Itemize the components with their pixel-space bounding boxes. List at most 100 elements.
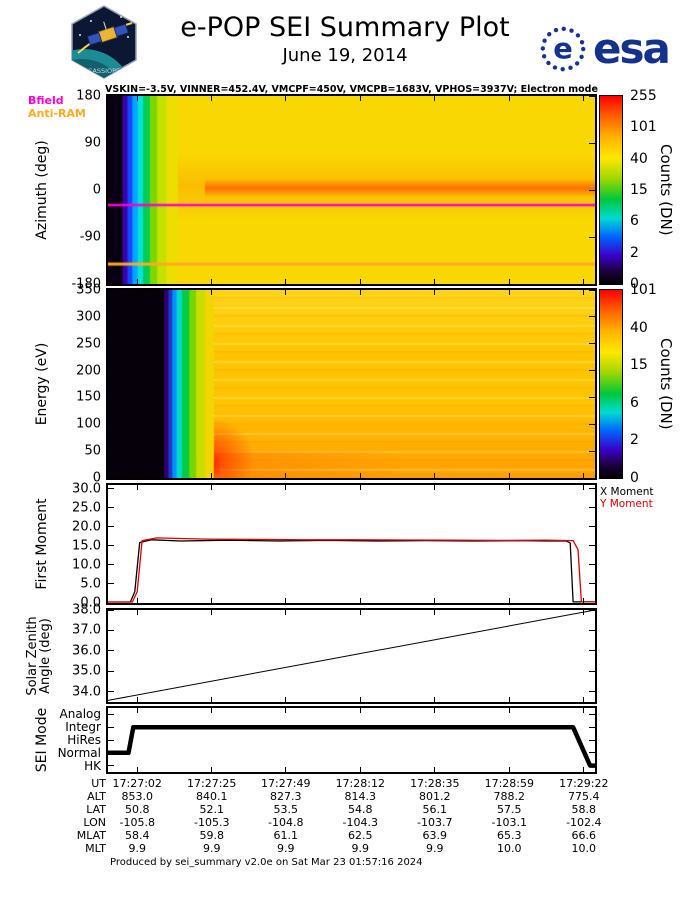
energy-colorbar-title: Counts (DN) [657,338,675,430]
overlay-line-legend: Bfield Anti-RAM [28,94,86,120]
ephemeris-value: 840.1 [195,790,228,803]
energy-colorbar-gradient [600,290,622,478]
y-tick-label: 15.0 [72,538,101,554]
ephemeris-row-lat: LAT 50.8 52.1 53.5 54.8 56.1 57.5 58.8 [0,803,695,816]
ephemeris-value: 9.9 [351,842,370,855]
solar-zenith-angle-line [108,610,595,701]
sei-mode-axis-label: SEI Mode [34,707,50,773]
azimuth-colorbar-title: Counts (DN) [657,144,675,236]
ephemeris-value: -104.8 [268,816,304,829]
ephemeris-value: 9.9 [128,842,146,855]
y-tick-label: Normal [57,745,101,760]
colorbar-tick-label: 0 [630,276,639,292]
sei-mode-ytick-labels: Analog Integr HiRes Normal HK [57,707,104,773]
azimuth-spectrogram-panel [106,94,597,286]
page-subtitle: June 19, 2014 [282,45,408,66]
colorbar-tick-label: 2 [630,432,639,449]
energy-ytick-labels: 350 300 250 200 150 100 50 0 [58,283,104,486]
solar-zenith-panel [106,608,597,704]
energy-heatmap-canvas [108,290,595,478]
solar-zenith-ytick-labels: 38.0 37.0 36.0 35.0 34.0 [58,603,104,702]
y-tick-label: Integr [65,720,101,735]
y-tick-label: 5.0 [80,576,101,592]
ephemeris-value: 10.0 [571,842,597,855]
patch-mission-name: CASSIOPE [88,67,120,75]
azimuth-heatmap-canvas [108,96,595,284]
azimuth-ytick-labels: 180 90 0 -90 -180 [58,89,104,292]
first-moment-line [108,537,595,603]
y-tick-label: 20.0 [72,519,101,535]
ephemeris-row-label: MLT [85,842,106,855]
ephemeris-value: 17:27:25 [187,777,237,790]
y-tick-label: 37.0 [72,622,101,638]
energy-axis-label: Energy (eV) [34,342,50,426]
footer-produced-by: Produced by sei_summary v2.0e on Sat Mar… [110,857,423,868]
ephemeris-row-lon: LON -105.8 -105.3 -104.8 -104.3 -103.7 -103.1 -… [0,816,695,829]
ephemeris-row-mlt: MLT 9.9 9.9 9.9 9.9 9.9 10.0 10.0 [0,842,695,855]
y-tick-label: 36.0 [72,643,101,659]
ephemeris-value: 827.3 [270,790,302,803]
ephemeris-row-mlat: MLAT 58.4 59.8 61.1 62.5 63.9 65.3 66.6 [0,829,695,842]
first-moment-ytick-labels: 30.0 25.0 20.0 15.0 10.0 5.0 0.0 [58,481,104,610]
ephemeris-value: 17:29:22 [559,777,609,790]
first-moment-panel [106,483,597,605]
ephemeris-value: 62.5 [348,829,373,842]
ephemeris-value: 61.1 [273,829,299,842]
ephemeris-value: -103.7 [417,816,453,829]
ephemeris-value: 9.9 [426,842,444,855]
y-tick-label: 10.0 [72,557,101,573]
ephemeris-value: 10.0 [497,842,522,855]
ephemeris-table: UT 17:27:02 17:27:25 17:27:49 17:28:12 17:28:… [0,777,695,857]
y-tick-label: 34.0 [72,684,101,700]
first-moment-legend: X Moment Y Moment [600,486,653,510]
y-tick-label: 100 [76,416,101,432]
ephemeris-value: 9.9 [277,842,295,855]
ephemeris-row-ut: UT 17:27:02 17:27:25 17:27:49 17:28:12 17:28:… [0,777,695,790]
y-tick-label: 25.0 [72,500,101,516]
y-tick-label: 38.0 [72,602,101,618]
ephemeris-value: 52.1 [199,803,224,816]
esa-logo: e esa [538,24,671,74]
y-tick-label: 0.0 [80,595,101,611]
ephemeris-value: 66.6 [571,829,597,842]
ephemeris-row-label: UT [91,777,106,790]
ephemeris-value: 9.9 [202,842,221,855]
svg-text:e: e [553,32,573,66]
instrument-settings-line: VSKIN=-3.5V, VINNER=452.4V, VMCPF=450V, … [105,84,598,95]
colorbar-tick-label: 15 [630,357,648,374]
ephemeris-value: 17:27:49 [261,777,311,790]
page-title: e-POP SEI Summary Plot [180,12,510,43]
y-tick-label: Analog [59,707,101,722]
patch-satellite-icon [86,21,129,46]
energy-colorbar-tick-labels: 101 40 15 6 2 0 [627,282,657,486]
y-tick-label: -90 [79,229,101,245]
y-tick-label: HiRes [67,733,101,747]
energy-spectrogram-panel [106,288,597,480]
ephemeris-value: 57.5 [497,803,522,816]
ephemeris-value: -105.8 [119,816,155,829]
legend-x-moment: X Moment [600,486,654,498]
ephemeris-value: 17:27:02 [112,777,162,790]
esa-wordmark: esa [593,24,671,73]
ephemeris-value: 853.0 [121,790,153,803]
azimuth-colorbar [599,95,623,285]
sei-mode-plot [108,724,595,768]
y-tick-label: HK [84,758,101,773]
solar-zenith-plot [108,610,595,701]
y-tick-label: 50 [84,443,101,459]
esa-emblem-icon: e [540,26,586,72]
azimuth-colorbar-gradient [600,96,622,284]
energy-colorbar [599,289,623,479]
colorbar-tick-label: 40 [630,150,648,167]
ephemeris-value: -103.1 [491,816,528,829]
ephemeris-value: 54.8 [348,803,373,816]
y-tick-label: 200 [76,363,101,379]
y-tick-label: 350 [76,282,101,298]
solar-zenith-axis-label: Solar Zenith Angle (deg) [25,616,53,696]
first-moment-axis-label: First Moment [34,498,50,590]
ephemeris-value: -105.3 [193,816,230,829]
ephemeris-row-label: LON [83,816,106,829]
ephemeris-value: -102.4 [566,816,602,829]
ephemeris-value: 63.9 [422,829,448,842]
